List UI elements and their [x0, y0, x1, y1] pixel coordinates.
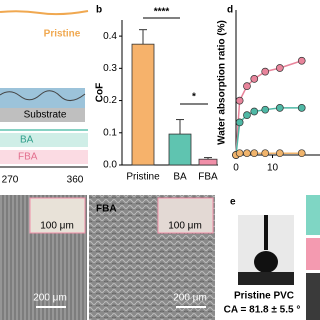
trace-label: Pristine — [44, 29, 81, 40]
scale-label: 100 μm — [40, 221, 74, 232]
point — [261, 67, 270, 76]
x-tick-label: 270 — [2, 175, 19, 186]
point — [250, 107, 259, 116]
inset — [29, 197, 86, 234]
panel-label: e — [230, 197, 236, 208]
ba-band — [0, 133, 88, 147]
scale-label: 200 μm — [173, 293, 207, 304]
droplet — [254, 251, 278, 273]
point — [235, 149, 244, 158]
x-tick-label: FBA — [198, 172, 218, 183]
point — [243, 82, 251, 90]
point — [297, 56, 306, 65]
point — [250, 149, 259, 158]
y-axis-title: Water absorption ratio (%) — [217, 20, 228, 145]
y-tick-label: 0.4 — [103, 31, 117, 42]
fba-band — [0, 150, 88, 164]
point — [275, 149, 284, 158]
surface-diagram — [0, 88, 85, 108]
panel-label: b — [96, 5, 102, 16]
point — [275, 104, 284, 112]
significance: **** — [154, 7, 170, 18]
y-axis-title: CoF — [95, 83, 106, 102]
point — [235, 96, 244, 105]
scale-label: 100 μm — [168, 221, 202, 232]
point — [250, 75, 259, 83]
point — [243, 111, 251, 119]
x-tick-label: 10 — [267, 163, 279, 174]
point — [275, 64, 284, 72]
panel-e: e Pristine PVC CA = 81.8 ± 5.5 ° — [224, 195, 320, 320]
y-tick-label: 0.0 — [103, 160, 117, 171]
strip — [306, 195, 320, 235]
friction-trace — [0, 10, 89, 16]
substrate — [0, 108, 85, 122]
strip — [306, 238, 320, 270]
y-tick-label: 0.3 — [103, 63, 117, 74]
strip — [306, 273, 320, 320]
bar — [168, 133, 192, 166]
sem-label: FBA — [96, 204, 117, 215]
panel-a: Pristine Substrate BA FBA 270 360 — [0, 10, 89, 186]
point — [297, 149, 306, 158]
x-tick-label: 360 — [67, 175, 84, 186]
contact-angle: CA = 81.8 ± 5.5 ° — [224, 305, 301, 316]
sem-images: FBA 100 μm 100 μm 200 μm 200 μm — [0, 195, 215, 320]
point — [243, 149, 251, 158]
y-tick-label: 0.2 — [103, 95, 117, 106]
point — [261, 105, 270, 114]
x-tick-label: BA — [173, 172, 187, 183]
bar — [131, 43, 155, 166]
point — [261, 149, 270, 158]
bar — [198, 158, 218, 166]
inset — [157, 197, 214, 234]
point — [235, 118, 244, 127]
ba-label: BA — [20, 135, 34, 146]
panel-label: d — [227, 5, 233, 16]
sample-label: Pristine PVC — [234, 291, 294, 302]
substrate — [238, 272, 294, 285]
x-tick-label: Pristine — [126, 172, 160, 183]
significance: * — [192, 92, 196, 103]
point — [297, 104, 306, 112]
x-tick-label: 0 — [233, 163, 239, 174]
y-tick-label: 0.1 — [103, 127, 117, 138]
surface-line — [0, 90, 86, 101]
substrate-label: Substrate — [24, 110, 67, 121]
fba-label: FBA — [18, 152, 38, 163]
scale-label: 200 μm — [33, 293, 67, 304]
